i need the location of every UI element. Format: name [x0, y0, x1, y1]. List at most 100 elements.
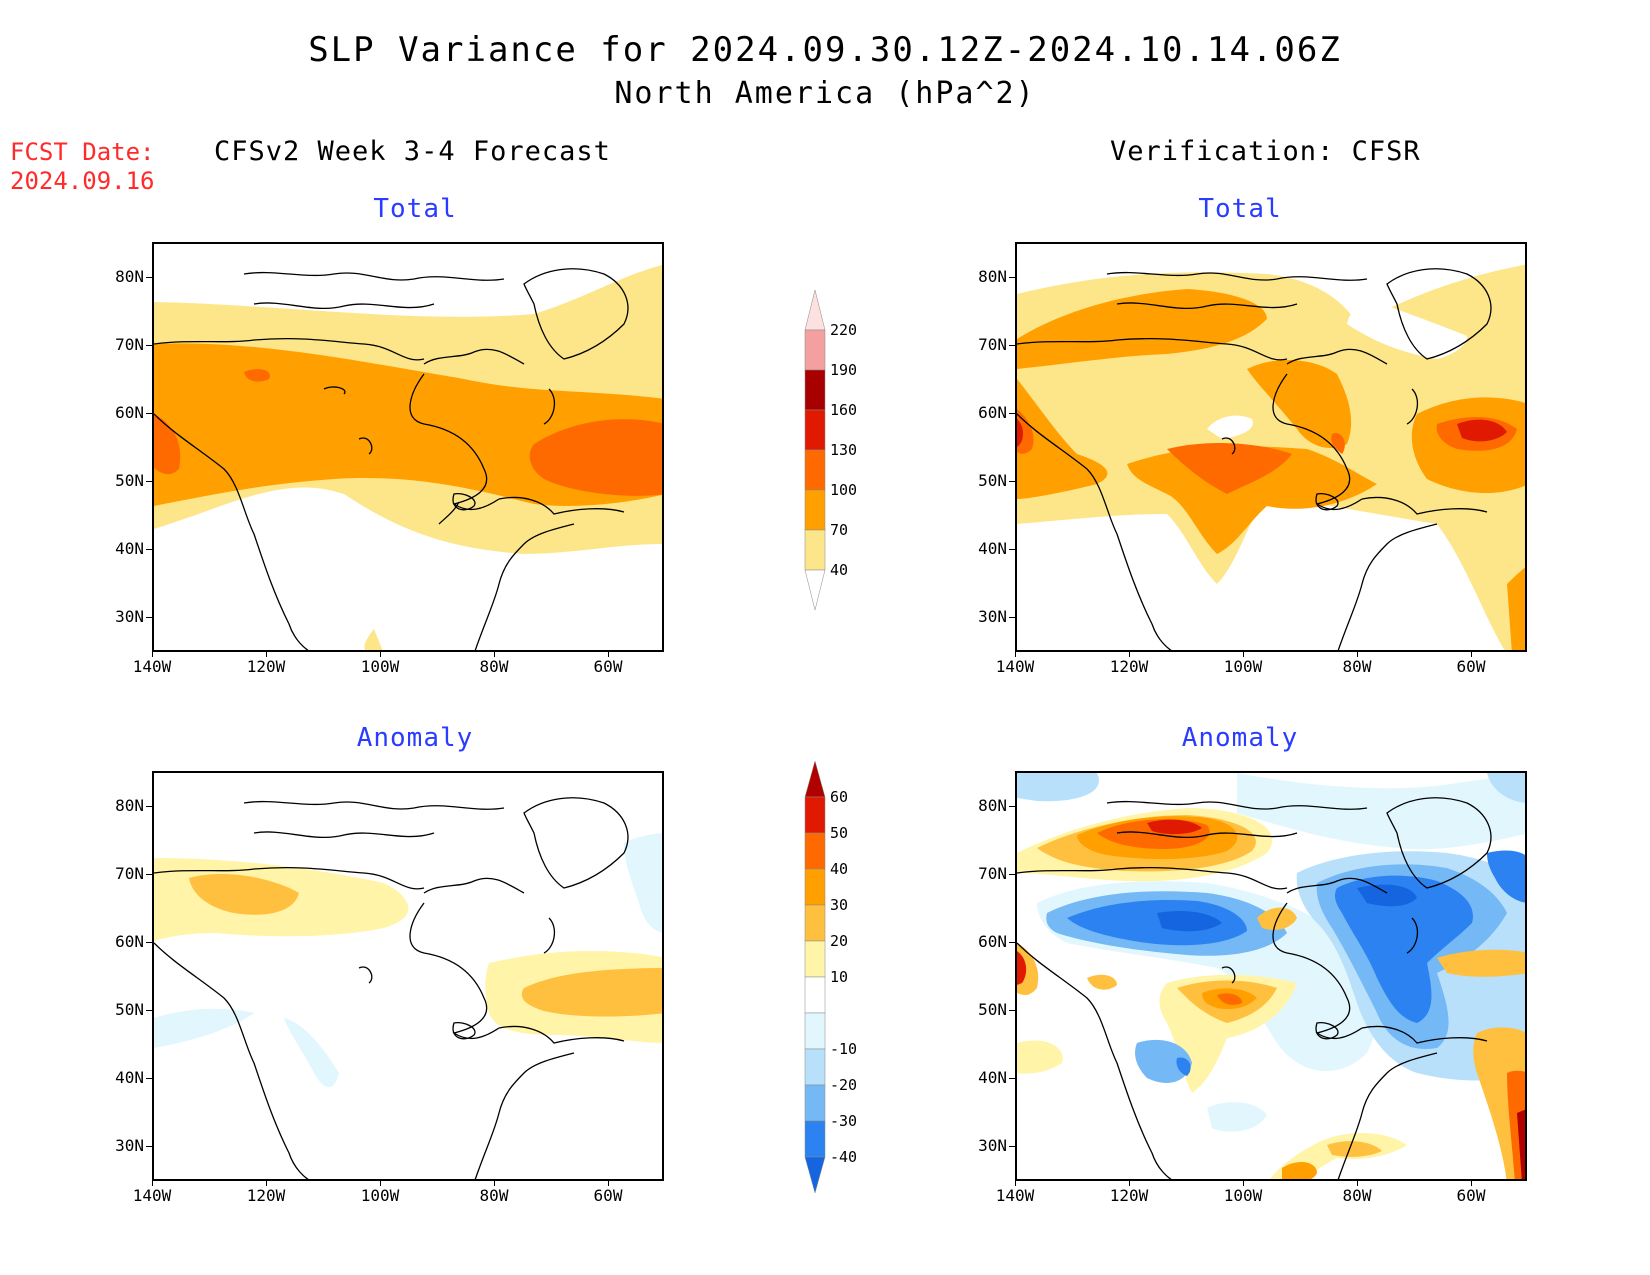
map-verification-anomaly	[1015, 771, 1527, 1181]
colorbar-level-label: 10	[830, 968, 849, 986]
forecast-total-field	[154, 265, 662, 650]
lat-tick	[146, 874, 152, 875]
lat-tick-label: 40N	[115, 539, 144, 558]
verification-column-title: Verification: CFSR	[1110, 136, 1421, 167]
colorbar-level-label: 50	[830, 824, 849, 842]
colorbar-swatch	[804, 868, 826, 906]
colorbar-total: 40 70 100 130 160 190 220	[800, 285, 880, 615]
colorbar-anomaly-swatches	[804, 760, 826, 1194]
colorbar-swatch	[804, 569, 826, 611]
lon-tick	[1471, 1181, 1472, 1186]
lat-tick-label: 60N	[115, 932, 144, 951]
lon-tick	[1357, 1181, 1358, 1186]
lon-tick-label: 100W	[1223, 1186, 1263, 1205]
lat-tick	[1009, 874, 1015, 875]
lon-tick-label: 100W	[360, 657, 400, 676]
lat-tick-label: 70N	[978, 335, 1007, 354]
lat-tick	[146, 617, 152, 618]
lon-tick-label: 60W	[593, 657, 623, 676]
lat-tick	[146, 1078, 152, 1079]
lon-tick	[494, 652, 495, 657]
colorbar-swatch	[804, 904, 826, 942]
colorbar-swatch	[804, 1156, 826, 1194]
lon-tick-label: 80W	[1342, 657, 1372, 676]
colorbar-swatch	[804, 1120, 826, 1158]
colorbar-swatch	[804, 1084, 826, 1122]
lat-tick	[1009, 1010, 1015, 1011]
lon-tick-label: 140W	[995, 657, 1035, 676]
lat-tick-label: 70N	[115, 335, 144, 354]
fcst-date-label: FCST Date:	[10, 138, 155, 166]
forecast-column-title: CFSv2 Week 3-4 Forecast	[214, 136, 611, 167]
lon-tick	[266, 652, 267, 657]
lon-tick-label: 80W	[479, 1186, 509, 1205]
lon-tick	[1357, 652, 1358, 657]
lat-tick-label: 70N	[115, 864, 144, 883]
colorbar-level-label: 30	[830, 896, 849, 914]
lat-tick-label: 50N	[115, 471, 144, 490]
lon-tick	[494, 1181, 495, 1186]
lat-tick	[1009, 942, 1015, 943]
lon-tick	[608, 1181, 609, 1186]
lon-tick-label: 120W	[246, 1186, 286, 1205]
main-title: SLP Variance for 2024.09.30.12Z-2024.10.…	[308, 30, 1342, 70]
lon-tick-label: 120W	[1109, 1186, 1149, 1205]
colorbar-level-label: 60	[830, 788, 849, 806]
colorbar-anomaly: -40 -30 -20 -10 10 20 30 40 50 60	[800, 755, 880, 1205]
panel-title-anomaly-verification: Anomaly	[1181, 723, 1299, 753]
lat-tick-label: 80N	[115, 267, 144, 286]
lat-tick-label: 80N	[115, 796, 144, 815]
map-verification-total	[1015, 242, 1527, 652]
colorbar-total-swatches	[804, 289, 826, 611]
lat-tick	[1009, 549, 1015, 550]
lat-tick-label: 30N	[978, 607, 1007, 626]
lat-tick	[146, 481, 152, 482]
lat-tick	[1009, 1078, 1015, 1079]
colorbar-level-label: 190	[830, 361, 858, 379]
lon-tick-label: 100W	[1223, 657, 1263, 676]
colorbar-level-label: -20	[830, 1076, 858, 1094]
lon-tick-label: 60W	[1456, 1186, 1486, 1205]
lon-tick	[1129, 1181, 1130, 1186]
lat-tick	[146, 806, 152, 807]
lat-tick	[1009, 1146, 1015, 1147]
coastline-overlay	[1017, 268, 1492, 650]
colorbar-swatch	[804, 449, 826, 491]
colorbar-swatch	[804, 529, 826, 571]
lon-tick-label: 60W	[593, 1186, 623, 1205]
colorbar-swatch	[804, 940, 826, 978]
lon-tick-label: 80W	[479, 657, 509, 676]
map-forecast-total	[152, 242, 664, 652]
lat-tick	[1009, 806, 1015, 807]
colorbar-swatch	[804, 329, 826, 371]
lat-tick	[146, 277, 152, 278]
lon-tick-label: 120W	[246, 657, 286, 676]
lon-tick-label: 140W	[132, 1186, 172, 1205]
colorbar-level-label: 130	[830, 441, 858, 459]
lon-tick	[1129, 652, 1130, 657]
panel-title-total-verification: Total	[1198, 194, 1282, 224]
lat-tick	[146, 345, 152, 346]
lon-tick	[152, 652, 153, 657]
lat-tick-label: 40N	[115, 1068, 144, 1087]
lon-tick	[608, 652, 609, 657]
lon-tick	[1243, 652, 1244, 657]
colorbar-level-label: 160	[830, 401, 858, 419]
coastline-overlay	[154, 797, 629, 1179]
verification-anomaly-field	[1017, 773, 1525, 1179]
colorbar-level-label: 220	[830, 321, 858, 339]
lat-tick	[1009, 481, 1015, 482]
lat-tick	[146, 1146, 152, 1147]
verification-total-field	[1017, 264, 1525, 650]
colorbar-swatch	[804, 1048, 826, 1086]
panel-title-total-forecast: Total	[373, 194, 457, 224]
lat-tick-label: 60N	[978, 932, 1007, 951]
colorbar-level-label: 100	[830, 481, 858, 499]
subtitle: North America (hPa^2)	[614, 76, 1036, 111]
colorbar-swatch	[804, 409, 826, 451]
lon-tick-label: 100W	[360, 1186, 400, 1205]
colorbar-swatch	[804, 289, 826, 331]
lat-tick-label: 50N	[978, 471, 1007, 490]
lat-tick-label: 50N	[115, 1000, 144, 1019]
lat-tick	[146, 942, 152, 943]
